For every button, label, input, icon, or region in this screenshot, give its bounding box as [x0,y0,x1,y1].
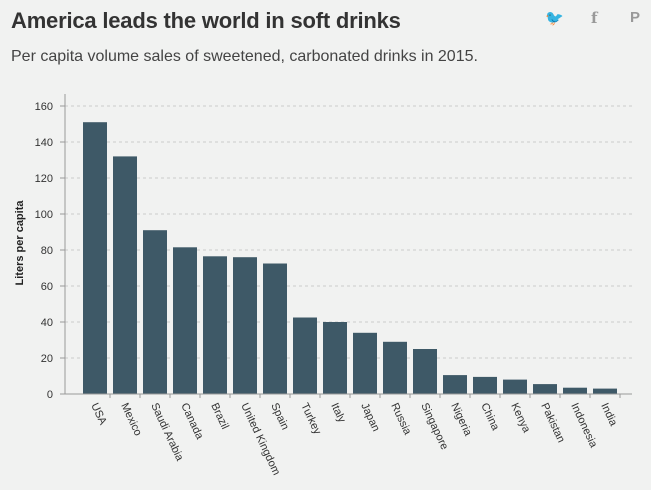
x-tick-label: Mexico [118,401,144,438]
x-tick-label: Italy [328,401,348,425]
chart-subtitle: Per capita volume sales of sweetened, ca… [11,48,478,65]
bar-usa[interactable] [83,122,107,394]
bar-japan[interactable] [353,332,377,394]
x-tick-label: Japan [358,401,382,433]
y-axis-label: Liters per capita [14,200,26,286]
bar-brazil[interactable] [203,256,227,394]
bar-pakistan[interactable] [533,384,557,394]
x-tick-label: China [478,401,501,433]
bar-singapore[interactable] [413,349,437,394]
x-tick-label: Nigeria [448,401,474,438]
y-tick-label: 140 [35,137,53,149]
bar-mexico[interactable] [113,156,137,394]
x-tick-label: Spain [268,401,291,432]
x-tick-label: Indonesia [568,401,599,450]
bar-china[interactable] [473,376,497,394]
y-tick-label: 80 [41,245,53,257]
bar-nigeria[interactable] [443,375,467,394]
x-tick-label: Brazil [208,401,231,431]
y-tick-label: 120 [35,173,53,185]
x-tick-label: USA [88,401,109,427]
y-tick-label: 160 [35,101,53,113]
x-tick-label: Saudi Arabia [148,401,186,463]
x-tick-label: India [598,401,619,428]
y-tick-label: 100 [35,209,53,221]
bar-india[interactable] [593,388,617,394]
bar-canada[interactable] [173,247,197,394]
bar-united-kingdom[interactable] [233,257,257,394]
bar-russia[interactable] [383,341,407,394]
chart-title: America leads the world in soft drinks [11,8,401,33]
twitter-icon[interactable]: 🐦 [545,10,564,27]
bar-turkey[interactable] [293,317,317,395]
x-tick-label: Turkey [298,401,323,437]
bar-kenya[interactable] [503,379,527,394]
bar-indonesia[interactable] [563,387,587,394]
bar-spain[interactable] [263,263,287,395]
pinterest-icon[interactable]: P [630,9,641,26]
x-tick-label: Canada [178,401,206,442]
y-tick-label: 60 [41,281,53,293]
y-tick-label: 0 [47,389,53,401]
bar-saudi-arabia[interactable] [143,230,167,394]
x-tick-label: Kenya [508,401,532,435]
x-tick-label: Pakistan [538,401,567,444]
y-tick-label: 40 [41,317,53,329]
x-tick-label: Russia [388,401,413,437]
facebook-icon[interactable]: f [591,9,598,27]
x-tick-label: Singapore [418,401,450,452]
y-tick-label: 20 [41,353,53,365]
bar-italy[interactable] [323,322,347,394]
